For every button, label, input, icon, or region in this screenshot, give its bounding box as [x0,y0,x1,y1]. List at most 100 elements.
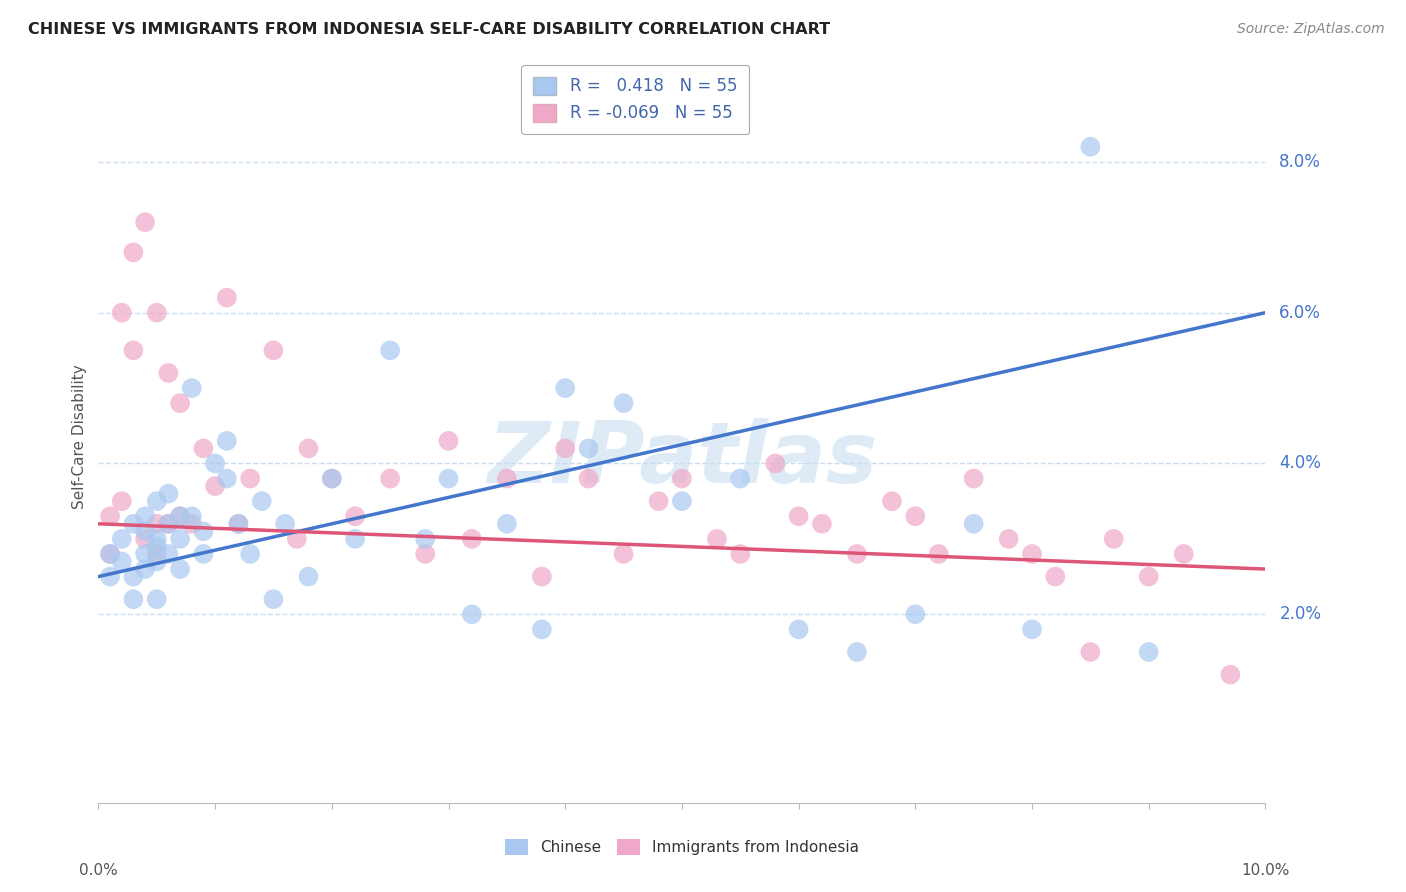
Point [111,532,134,546]
Point [228,516,250,531]
Point [413,547,436,561]
Point [1137,569,1160,583]
Point [146,554,169,568]
Point [344,509,367,524]
Point [134,215,156,229]
Point [146,306,169,320]
Point [193,547,215,561]
Point [250,494,273,508]
Point [1021,623,1043,637]
Point [157,516,180,531]
Point [146,592,169,607]
Point [344,532,367,546]
Text: CHINESE VS IMMIGRANTS FROM INDONESIA SELF-CARE DISABILITY CORRELATION CHART: CHINESE VS IMMIGRANTS FROM INDONESIA SEL… [28,22,831,37]
Point [578,442,600,456]
Legend: Chinese, Immigrants from Indonesia: Chinese, Immigrants from Indonesia [499,833,865,861]
Point [122,245,145,260]
Point [134,524,156,539]
Text: ZIPatlas: ZIPatlas [486,417,877,500]
Point [215,291,238,305]
Point [239,471,262,485]
Point [706,532,728,546]
Point [285,532,308,546]
Point [157,516,180,531]
Point [1219,667,1241,681]
Point [157,547,180,561]
Point [530,569,553,583]
Point [671,471,693,485]
Point [554,442,576,456]
Point [146,516,169,531]
Point [962,516,984,531]
Point [146,547,169,561]
Point [997,532,1019,546]
Point [180,381,202,395]
Point [169,396,191,410]
Point [763,457,786,471]
Text: Source: ZipAtlas.com: Source: ZipAtlas.com [1237,22,1385,37]
Point [157,486,180,500]
Point [169,532,191,546]
Point [122,343,145,358]
Point [228,516,250,531]
Y-axis label: Self-Care Disability: Self-Care Disability [72,365,87,509]
Point [169,562,191,576]
Point [496,516,519,531]
Point [962,471,984,485]
Point [578,471,600,485]
Point [98,547,121,561]
Point [297,569,319,583]
Point [787,509,810,524]
Point [134,562,156,576]
Point [134,532,156,546]
Point [193,524,215,539]
Point [846,547,869,561]
Point [134,509,156,524]
Point [98,509,121,524]
Point [811,516,834,531]
Point [928,547,950,561]
Point [904,509,927,524]
Point [496,471,519,485]
Point [437,434,460,448]
Point [612,396,634,410]
Point [647,494,669,508]
Point [380,343,402,358]
Point [297,442,319,456]
Text: 4.0%: 4.0% [1279,454,1322,473]
Point [554,381,576,395]
Point [169,509,191,524]
Point [730,471,752,485]
Point [204,457,226,471]
Point [530,623,553,637]
Point [461,607,484,622]
Point [461,532,484,546]
Point [169,509,191,524]
Point [846,645,869,659]
Point [215,471,238,485]
Point [98,569,121,583]
Point [204,479,226,493]
Text: 6.0%: 6.0% [1279,303,1322,322]
Point [413,532,436,546]
Point [122,569,145,583]
Point [98,547,121,561]
Point [787,623,810,637]
Point [1173,547,1195,561]
Point [215,434,238,448]
Point [612,547,634,561]
Text: 0.0%: 0.0% [79,863,118,878]
Point [122,592,145,607]
Point [730,547,752,561]
Point [1137,645,1160,659]
Point [321,471,343,485]
Point [122,516,145,531]
Point [146,494,169,508]
Point [193,442,215,456]
Point [111,554,134,568]
Point [1021,547,1043,561]
Text: 10.0%: 10.0% [1241,863,1289,878]
Point [380,471,402,485]
Point [239,547,262,561]
Point [671,494,693,508]
